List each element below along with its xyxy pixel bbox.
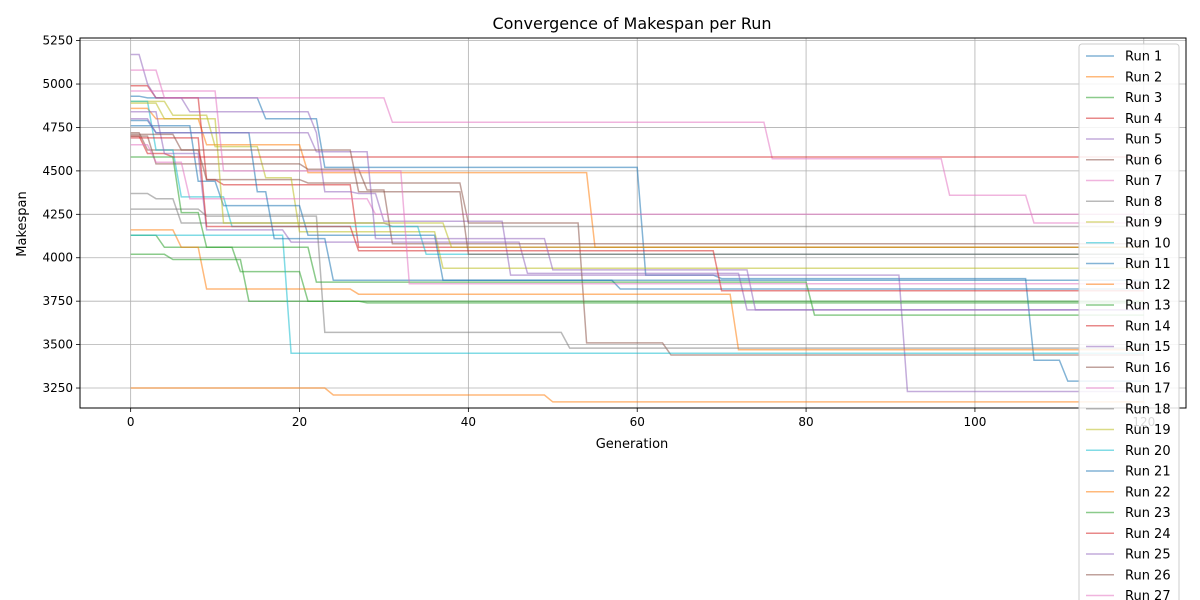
- legend-label: Run 11: [1125, 257, 1171, 272]
- legend-label: Run 7: [1125, 174, 1162, 189]
- legend-label: Run 12: [1125, 278, 1171, 293]
- y-tick-label: 5250: [42, 34, 73, 48]
- series-line-run-20: [130, 234, 1144, 355]
- chart-title: Convergence of Makespan per Run: [492, 14, 771, 33]
- y-tick-label: 5000: [42, 77, 73, 91]
- series-line-run-15: [130, 111, 1144, 311]
- y-tick-label: 4750: [42, 120, 73, 134]
- legend-label: Run 4: [1125, 112, 1162, 127]
- series-line-run-18: [130, 208, 1144, 349]
- series-line-run-23: [130, 156, 1144, 316]
- legend-label: Run 21: [1125, 465, 1171, 480]
- series-line-run-19: [130, 102, 1144, 249]
- legend-label: Run 20: [1125, 444, 1171, 459]
- series-line-run-9: [130, 100, 1144, 269]
- series-line-run-7: [130, 69, 1144, 224]
- x-tick-label: 40: [461, 415, 476, 429]
- legend-box: [1078, 43, 1180, 600]
- axis-ticks: 0204060801001203250350037504000425045004…: [42, 34, 1155, 429]
- legend-label: Run 27: [1125, 589, 1171, 600]
- series-line-run-25: [130, 118, 1144, 311]
- legend-label: Run 1: [1125, 50, 1162, 65]
- series-line-run-2: [130, 107, 1144, 249]
- legend-label: Run 10: [1125, 236, 1171, 251]
- legend-label: Run 3: [1125, 91, 1162, 106]
- series-lines: [130, 53, 1144, 403]
- legend-label: Run 23: [1125, 506, 1171, 521]
- series-line-run-27: [130, 90, 1144, 285]
- y-tick-label: 4500: [42, 164, 73, 178]
- legend-label: Run 9: [1125, 216, 1162, 231]
- legend-label: Run 16: [1125, 361, 1171, 376]
- plot-frame: [79, 37, 1187, 409]
- legend-label: Run 24: [1125, 527, 1171, 542]
- legend-label: Run 14: [1125, 319, 1171, 334]
- legend-label: Run 17: [1125, 382, 1171, 397]
- x-tick-label: 60: [630, 415, 645, 429]
- x-tick-label: 100: [963, 415, 986, 429]
- legend: Run 1 Run 2 Run 3 Run 4 Run 5 Run 6 Run 7 Run 8…: [1078, 43, 1180, 600]
- series-line-run-16: [130, 135, 1144, 245]
- x-tick-label: 20: [292, 415, 307, 429]
- y-tick-label: 4250: [42, 207, 73, 221]
- legend-label: Run 15: [1125, 340, 1171, 355]
- x-tick-label: 80: [798, 415, 813, 429]
- y-axis-label: Makespan: [15, 191, 30, 256]
- series-line-run-13: [130, 253, 1144, 304]
- y-tick-label: 4000: [42, 251, 73, 265]
- legend-label: Run 22: [1125, 485, 1171, 500]
- legend-label: Run 19: [1125, 423, 1171, 438]
- series-line-run-22: [130, 387, 1144, 403]
- y-tick-label: 3250: [42, 381, 73, 395]
- legend-label: Run 2: [1125, 70, 1162, 85]
- series-line-run-17: [130, 144, 1144, 216]
- legend-label: Run 18: [1125, 402, 1171, 417]
- series-line-run-12: [130, 229, 1144, 351]
- y-tick-label: 3500: [42, 338, 73, 352]
- legend-label: Run 6: [1125, 153, 1162, 168]
- legend-label: Run 26: [1125, 568, 1171, 583]
- x-tick-label: 0: [127, 415, 135, 429]
- legend-label: Run 25: [1125, 548, 1171, 563]
- series-line-run-5: [130, 53, 1144, 393]
- legend-label: Run 8: [1125, 195, 1162, 210]
- legend-label: Run 5: [1125, 133, 1162, 148]
- legend-label: Run 13: [1125, 299, 1171, 314]
- y-tick-label: 3750: [42, 294, 73, 308]
- x-axis-label: Generation: [596, 437, 669, 452]
